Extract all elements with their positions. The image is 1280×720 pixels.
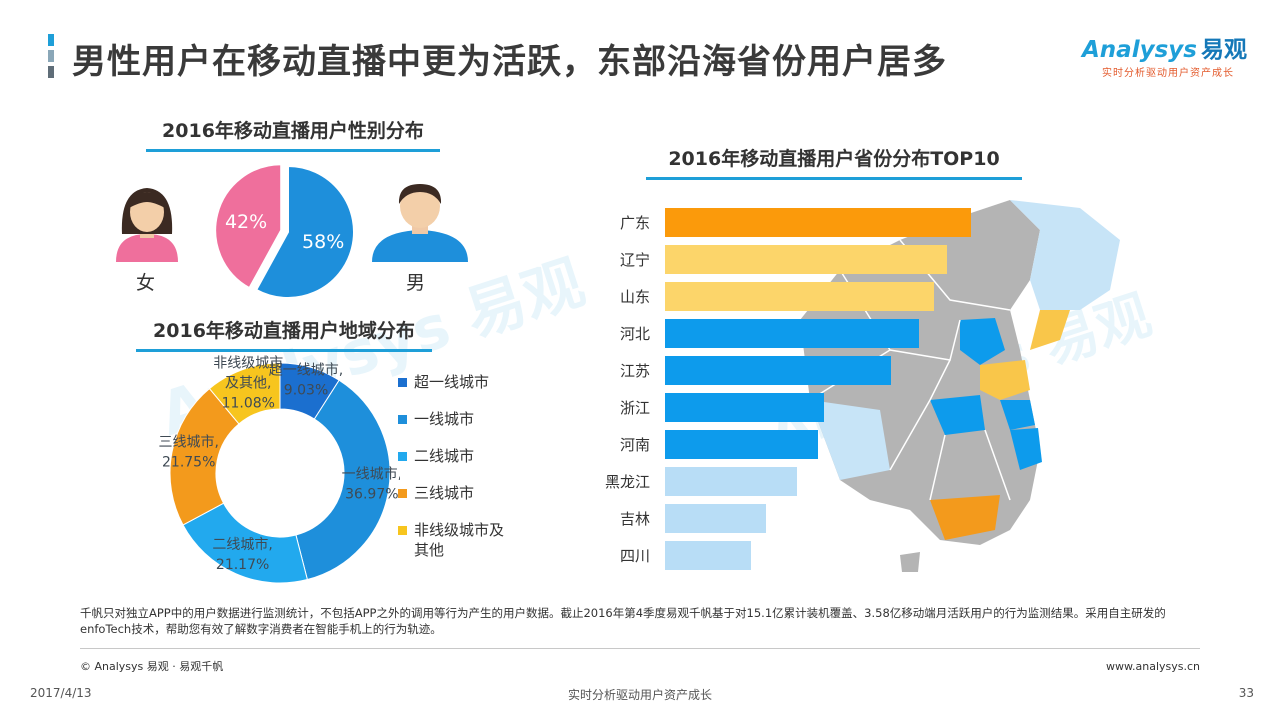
page-title: 男性用户在移动直播中更为活跃，东部沿海省份用户居多 [72, 42, 947, 82]
analysys-logo: Analysys 易观 实时分析驱动用户资产成长 [1082, 30, 1252, 79]
province-bar [665, 430, 818, 459]
donut-slice [295, 379, 391, 581]
legend-swatch [398, 452, 407, 461]
donut-slice [208, 362, 281, 425]
donut-slice-label: 非线级城市及其他, 11.08% [213, 355, 283, 412]
gender-chart-title: 2016年移动直播用户性别分布 [146, 116, 440, 152]
male-slice-label: 58% [302, 231, 344, 253]
province-bar-chart: 广东辽宁山东河北江苏浙江河南黑龙江吉林四川 [600, 200, 1020, 580]
report-date: 2017/4/13 [30, 686, 92, 700]
province-bar [665, 467, 797, 496]
legend-item: 一线城市 [398, 409, 548, 429]
region-legend: 超一线城市 一线城市 二线城市 三线城市 非线级城市及其他 [398, 372, 548, 577]
donut-slice-label: 一线城市, 36.97% [342, 466, 400, 503]
donut-slice-label: 超一线城市, 9.03% [269, 362, 343, 399]
male-label: 男 [406, 272, 426, 294]
female-slice [214, 163, 283, 290]
female-slice-label: 42% [225, 211, 267, 233]
bar-label: 四川 [619, 547, 650, 565]
province-bar [665, 541, 751, 570]
province-bar [665, 319, 919, 348]
legend-swatch [398, 378, 407, 387]
province-bar [665, 245, 947, 274]
legend-swatch [398, 489, 407, 498]
province-bar [665, 504, 766, 533]
logo-cn: 易观 [1200, 37, 1247, 63]
province-bar [665, 208, 971, 237]
male-avatar-icon [372, 184, 468, 262]
donut-slice-label: 二线城市, 21.17% [212, 536, 272, 573]
male-slice [254, 164, 355, 299]
legend-item: 非线级城市及其他 [398, 520, 508, 560]
bar-label: 河北 [619, 325, 650, 343]
region-chart-title: 2016年移动直播用户地域分布 [136, 316, 432, 352]
bar-label: 吉林 [619, 510, 650, 528]
bar-label: 江苏 [619, 362, 650, 380]
footer-divider [80, 648, 1200, 649]
female-label: 女 [136, 272, 156, 294]
legend-item: 超一线城市 [398, 372, 548, 392]
footer-slogan: 实时分析驱动用户资产成长 [567, 688, 712, 702]
logo-text: Analysys [1082, 37, 1197, 63]
female-avatar-icon [116, 188, 178, 262]
legend-swatch [398, 526, 407, 535]
bar-label: 河南 [619, 436, 650, 454]
donut-slice-label: 三线城市, 21.75% [158, 433, 218, 470]
legend-swatch [398, 415, 407, 424]
province-chart-title: 2016年移动直播用户省份分布TOP10 [646, 144, 1022, 180]
page-number: 33 [1238, 686, 1254, 700]
gender-pie-chart: 58% 42% [214, 163, 355, 299]
bar-label: 山东 [619, 288, 650, 306]
legend-item: 三线城市 [398, 483, 548, 503]
title-accent-bar [48, 34, 54, 78]
legend-item: 二线城市 [398, 446, 548, 466]
province-bar [665, 393, 825, 422]
logo-slogan: 实时分析驱动用户资产成长 [1102, 68, 1234, 79]
bar-label: 黑龙江 [604, 473, 650, 491]
bar-label: 广东 [619, 214, 650, 232]
copyright: © Analysys 易观 · 易观千帆 [80, 660, 224, 673]
province-bar [665, 282, 935, 311]
website-link[interactable]: www.analysys.cn [1106, 660, 1200, 673]
data-source-note: 千帆只对独立APP中的用户数据进行监测统计，不包括APP之外的调用等行为产生的用… [80, 606, 1166, 636]
bar-label: 浙江 [619, 399, 650, 417]
region-donut-chart: 超一线城市, 9.03% 一线城市, 36.97% 二线城市, 21.17% 三线城市, 21… [158, 355, 400, 584]
bar-label: 辽宁 [619, 251, 650, 269]
province-bar [665, 356, 892, 385]
